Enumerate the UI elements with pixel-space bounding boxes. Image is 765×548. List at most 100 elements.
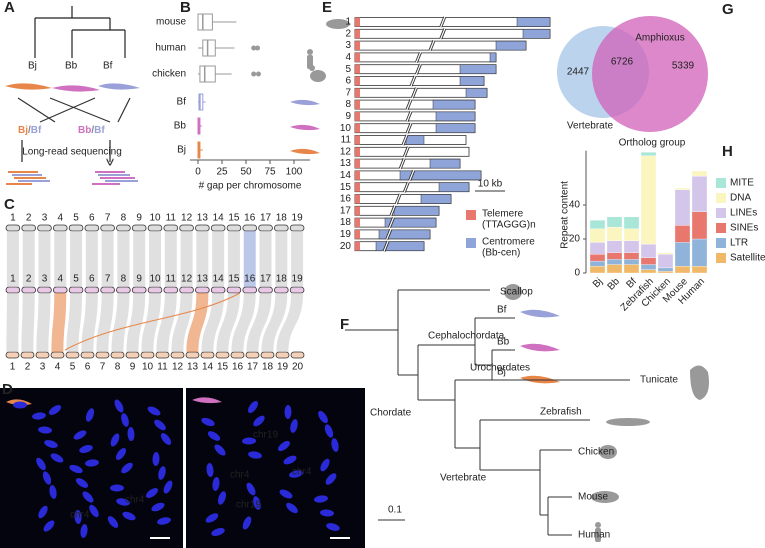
image-d: [0, 388, 365, 548]
chromosome-label: 18: [262, 362, 274, 373]
bar-segment: [623, 228, 640, 241]
synteny-ribbon: [180, 231, 193, 287]
chromosome-blob: [38, 505, 48, 519]
chromosome-blob: [207, 431, 221, 441]
tree-label: Scallop: [500, 287, 533, 298]
gap: [411, 87, 417, 99]
y-tick-label: 40: [569, 200, 581, 211]
gap: [406, 122, 412, 134]
tree-label: Zebrafish: [540, 407, 582, 418]
chromosome: [242, 224, 258, 232]
chromosome-blob: [158, 466, 166, 480]
gap: [403, 146, 409, 158]
x-axis-label: # gap per chromosome: [199, 181, 302, 192]
bar-segment: [674, 189, 691, 226]
centromere: [432, 99, 476, 110]
chromosome-label: 7: [105, 274, 111, 285]
row-label: 2: [345, 28, 351, 39]
row-label: 1: [345, 17, 351, 28]
panel-letter: F: [340, 316, 349, 333]
bar-segment: [589, 266, 606, 274]
chromosome-blob: [38, 426, 52, 434]
bar-segment: [606, 259, 623, 265]
venn-count: 2447: [567, 67, 590, 78]
synteny-ribbon: [201, 293, 225, 352]
synteny-ribbon: [21, 293, 35, 352]
bar-segment: [623, 252, 640, 260]
venn-title: Ortholog group: [619, 138, 686, 149]
centromere: [459, 64, 497, 74]
centromere: [399, 170, 482, 181]
box: [199, 65, 216, 83]
chromosome-blob: [151, 502, 165, 512]
centromere: [393, 206, 440, 216]
telomere: [355, 229, 360, 239]
row-label: 20: [340, 241, 352, 252]
telomere: [355, 17, 360, 27]
row-label: 18: [340, 217, 352, 228]
bar-segment: [623, 216, 640, 229]
scale-label: 0.1: [388, 505, 402, 516]
outlier: [255, 45, 261, 51]
gap: [402, 134, 408, 146]
contig: [354, 52, 497, 63]
synteny-ribbon: [141, 293, 161, 352]
bar-segment: [640, 152, 657, 156]
legend-swatch: [466, 238, 476, 248]
x-tick-label: 25: [216, 167, 228, 178]
synteny-ribbon: [38, 231, 51, 287]
chromosome: [215, 351, 230, 359]
leaf-label: Bj: [28, 61, 37, 72]
chromosome-blob: [115, 448, 127, 460]
chromosome: [84, 224, 100, 232]
telomere: [355, 182, 360, 192]
bar-segment: [691, 175, 708, 212]
telomere: [355, 111, 360, 121]
chromosome-label: 3: [42, 274, 48, 285]
label-pair: Bb/Bf: [78, 125, 105, 136]
chromosome: [210, 224, 226, 232]
chromosome: [230, 351, 245, 359]
chromosome-blob: [127, 427, 135, 441]
chromosome-label: 4: [57, 213, 63, 224]
centromere: [489, 52, 497, 63]
synteny-ribbon: [227, 231, 240, 287]
bar-segment: [657, 252, 674, 255]
synteny-ribbon: [85, 231, 98, 287]
panel-letter: G: [722, 1, 734, 18]
synteny-ribbon: [243, 231, 256, 287]
chromosome: [84, 286, 100, 294]
legend-swatch: [716, 178, 726, 188]
gap: [415, 63, 422, 75]
row-label: 14: [340, 170, 352, 181]
synteny-ribbon: [133, 231, 146, 287]
tree-label: Bb: [497, 337, 510, 348]
synteny-ribbon: [96, 293, 114, 352]
bar-segment: [623, 264, 640, 274]
legend-label: LTR: [730, 238, 748, 249]
chromosome-blob: [121, 413, 129, 427]
chromosome-label: 10: [149, 213, 161, 224]
chromosome-label: 17: [247, 362, 259, 373]
chromosome-blob: [50, 453, 64, 463]
chromosome: [131, 224, 147, 232]
panel-letter: E: [322, 0, 332, 16]
chromosomes: [5, 224, 305, 359]
tree-f: [345, 289, 630, 536]
chromosome-blob: [205, 513, 219, 523]
gap: [429, 40, 435, 51]
chromosome-label: 14: [213, 274, 225, 285]
chromosome: [68, 286, 84, 294]
chromosome: [200, 351, 215, 359]
gap: [399, 158, 405, 169]
centromere: [435, 111, 476, 122]
label-part: Bf: [31, 125, 42, 136]
legend-label: DNA: [730, 193, 751, 204]
bar-segment: [606, 264, 623, 274]
y-tick-label: Bf: [177, 97, 187, 108]
chromosome: [226, 224, 242, 232]
chromosome-blob: [89, 504, 99, 518]
chromosome-blob: [242, 437, 256, 445]
reads: [6, 171, 138, 185]
chromosome: [52, 286, 68, 294]
